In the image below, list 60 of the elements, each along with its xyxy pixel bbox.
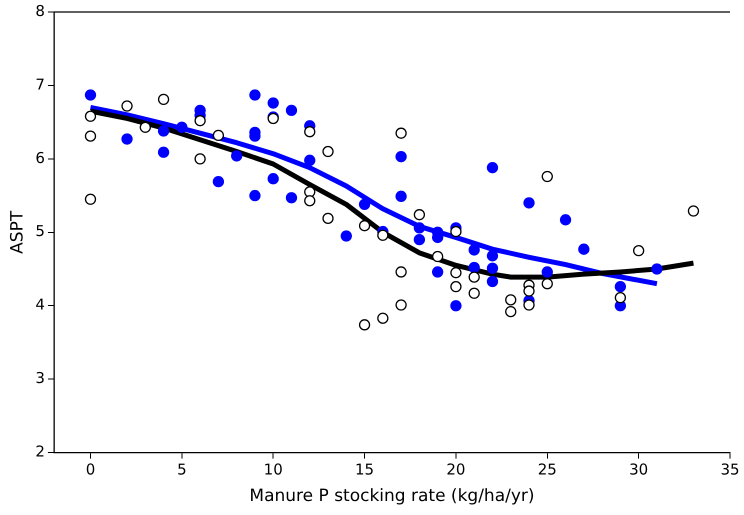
y-tick-label: 5 [35, 222, 45, 240]
point [486, 162, 498, 174]
point [158, 125, 170, 137]
point [304, 126, 316, 138]
point [158, 146, 170, 158]
point [560, 214, 572, 226]
point [523, 285, 535, 297]
x-tick-label: 10 [264, 460, 283, 478]
point [176, 122, 188, 133]
point [450, 226, 462, 238]
y-tick-label: 7 [35, 75, 45, 94]
y-axis-title: ASPT [8, 210, 28, 254]
point [614, 292, 626, 304]
x-tick-label: 5 [177, 460, 187, 478]
point [486, 276, 498, 288]
point [414, 222, 426, 234]
point [486, 262, 498, 274]
point [395, 190, 407, 202]
y-tick-label: 6 [35, 148, 45, 167]
point [450, 300, 462, 312]
point [432, 250, 444, 262]
point [286, 192, 298, 204]
point [194, 115, 206, 126]
point [121, 133, 133, 145]
point [231, 150, 242, 162]
point [651, 263, 663, 275]
x-tick-label: 25 [538, 460, 557, 478]
point [358, 198, 370, 210]
point [268, 173, 279, 184]
x-tick-label: 30 [629, 460, 648, 478]
point [249, 190, 261, 202]
point [304, 154, 316, 166]
y-tick-label: 4 [35, 296, 45, 314]
point [542, 266, 553, 278]
x-tick-label: 35 [720, 460, 740, 478]
point [414, 234, 426, 246]
point [340, 230, 352, 242]
point [523, 299, 535, 311]
point [523, 197, 535, 209]
point [578, 244, 590, 255]
point [286, 104, 298, 116]
point [614, 280, 626, 292]
point [212, 176, 224, 188]
point [84, 89, 96, 101]
point [486, 250, 498, 262]
point [212, 130, 224, 142]
point [395, 151, 407, 162]
x-tick-label: 20 [446, 460, 466, 478]
y-tick-label: 3 [35, 369, 45, 388]
x-tick-label: 15 [355, 460, 374, 478]
point [468, 244, 480, 256]
point [432, 266, 444, 278]
point [468, 262, 480, 274]
x-axis-title: Manure P stocking rate (kg/ha/yr) [249, 486, 535, 506]
y-tick-label: 2 [35, 442, 45, 460]
point [268, 97, 279, 109]
x-tick-label: 0 [86, 460, 96, 478]
point [377, 230, 388, 241]
y-tick-label: 8 [35, 2, 45, 20]
point [249, 89, 261, 101]
